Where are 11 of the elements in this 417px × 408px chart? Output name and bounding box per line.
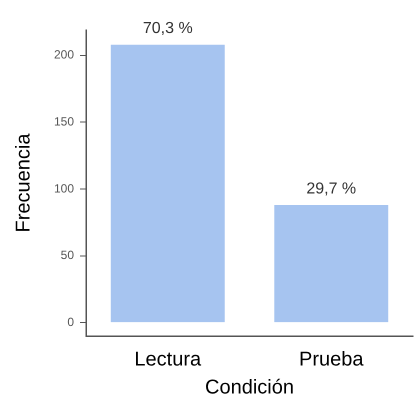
- y-tick-label: 200: [54, 48, 74, 62]
- y-tick-label: 0: [67, 314, 74, 329]
- x-tick-label: Lectura: [134, 348, 202, 371]
- y-tick-label: 50: [60, 248, 74, 262]
- annotation: 70,3 %: [142, 20, 193, 38]
- annotation: 29,7 %: [306, 180, 356, 198]
- y-axis-title: Frecuencia: [12, 132, 35, 232]
- y-tick-label: 100: [54, 181, 74, 196]
- x-axis-title: Condición: [205, 376, 294, 399]
- x-tick-label: Prueba: [299, 348, 364, 371]
- y-tick-label: 150: [54, 114, 74, 129]
